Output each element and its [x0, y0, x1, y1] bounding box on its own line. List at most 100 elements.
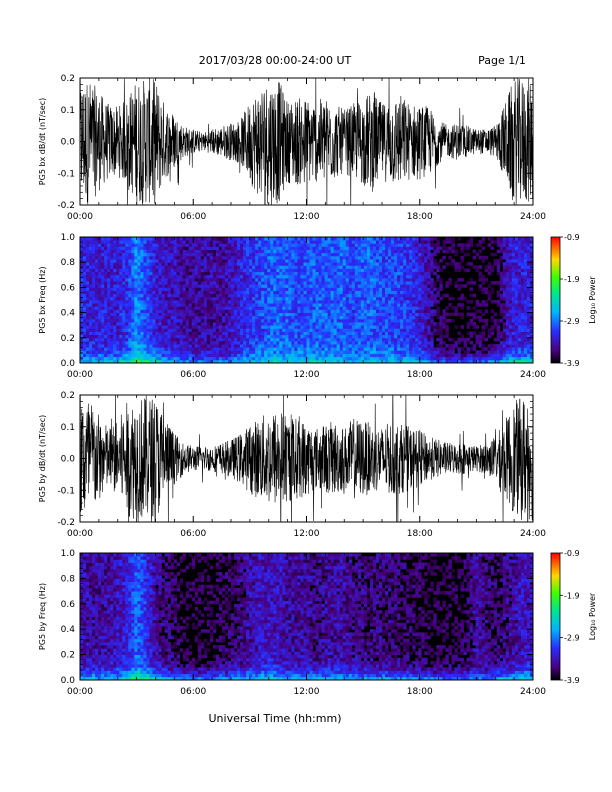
spectrogram-cell [167, 287, 171, 291]
spectrogram-cell [92, 347, 96, 351]
spectrogram-cell [240, 322, 244, 326]
spectrogram-cell [285, 334, 289, 339]
spectrogram-cell [231, 356, 235, 361]
spectrogram-cell [92, 277, 96, 282]
spectrogram-cell [110, 315, 114, 320]
spectrogram-cell [351, 287, 356, 291]
spectrogram-cell [249, 262, 253, 266]
spectrogram-cell [264, 290, 268, 295]
spectrogram-cell [249, 309, 253, 313]
spectrogram-cell [360, 303, 365, 307]
spectrogram-cell [397, 252, 401, 257]
spectrogram-cell [119, 287, 123, 291]
spectrogram-cell [439, 287, 443, 291]
spectrogram-cell [415, 259, 419, 263]
spectrogram-cell [288, 287, 292, 291]
spectrogram-cell [206, 284, 211, 288]
spectrogram-cell [143, 344, 147, 348]
spectrogram-cell [258, 300, 262, 304]
spectrogram-cell [382, 290, 386, 295]
spectrogram-cell [119, 350, 123, 354]
spectrogram-cell [176, 237, 181, 241]
spectrogram-cell [113, 284, 117, 288]
spectrogram-cell [98, 290, 102, 295]
spectrogram-cell [224, 268, 229, 273]
spectrogram-cell [197, 356, 202, 361]
spectrogram-cell [388, 350, 392, 354]
spectrogram-cell [424, 353, 428, 358]
spectrogram-cell [258, 350, 262, 354]
spectrogram-cell [288, 322, 292, 326]
spectrogram-cell [348, 243, 353, 247]
spectrogram-cell [200, 344, 205, 348]
spectrogram-cell [412, 344, 416, 348]
spectrogram-cell [194, 240, 199, 244]
x-tick-label: 18:00 [407, 212, 433, 222]
spectrogram-cell [212, 353, 217, 358]
spectrogram-cell [221, 284, 226, 288]
spectrogram-cell [354, 306, 359, 310]
spectrogram-cell [273, 306, 277, 310]
spectrogram-cell [312, 265, 316, 269]
spectrogram-cell [197, 293, 202, 298]
spectrogram-cell [288, 246, 292, 250]
spectrogram-cell [113, 268, 117, 273]
spectrogram-cell [110, 347, 114, 351]
spectrogram-cell [421, 246, 425, 250]
spectrogram-cell [279, 268, 283, 273]
spectrogram-cell [276, 340, 280, 345]
spectrogram-cell [134, 318, 138, 323]
spectrogram-cell [164, 347, 168, 351]
spectrogram-cell [261, 344, 265, 348]
spectrogram-cell [149, 318, 153, 323]
spectrogram-cell [415, 309, 419, 313]
spectrogram-cell [101, 249, 105, 254]
spectrogram-cell [363, 344, 368, 348]
spectrogram-cell [119, 293, 123, 298]
spectrogram-cell [457, 284, 461, 288]
spectrogram-cell [83, 315, 87, 320]
spectrogram-cell [424, 350, 428, 354]
spectrogram-cell [324, 293, 329, 298]
spectrogram-cell [321, 296, 326, 301]
spectrogram-cell [433, 259, 437, 263]
spectrogram-cell [385, 315, 389, 320]
waveform-trace [80, 78, 533, 205]
spectrogram-cell [360, 259, 365, 263]
spectrogram-cell [354, 334, 359, 339]
spectrogram-cell [421, 325, 425, 329]
spectrogram-cell [436, 277, 440, 282]
spectrogram-cell [191, 287, 196, 291]
spectrogram-cell [397, 281, 401, 285]
spectrogram-cell [388, 268, 392, 273]
spectrogram-cell [140, 281, 144, 285]
spectrogram-cell [161, 344, 165, 348]
spectrogram-cell [309, 306, 313, 310]
spectrogram-cell [95, 265, 99, 269]
spectrogram-cell [227, 347, 232, 351]
spectrogram-cell [354, 249, 359, 254]
spectrogram-cell [152, 255, 156, 260]
spectrogram-cell [255, 300, 259, 304]
spectrogram-cell [209, 306, 214, 310]
spectrogram-cell [372, 249, 377, 254]
spectrogram-cell [206, 334, 211, 339]
spectrogram-cell [433, 309, 437, 313]
spectrogram-cell [303, 290, 307, 295]
spectrogram-cell [357, 306, 362, 310]
spectrogram-cell [119, 328, 123, 332]
spectrogram-cell [249, 356, 253, 361]
spectrogram-cell [409, 344, 413, 348]
spectrogram-cell [451, 246, 455, 250]
spectrogram-cell [215, 306, 220, 310]
spectrogram-cell [300, 265, 304, 269]
spectrogram-cell [391, 284, 395, 288]
spectrogram-cell [330, 337, 335, 342]
spectrogram-cell [237, 240, 241, 244]
spectrogram-cell [382, 340, 386, 345]
spectrogram-cell [194, 265, 199, 269]
spectrogram-cell [357, 290, 362, 295]
spectrogram-cell [249, 252, 253, 257]
spectrogram-cell [372, 353, 377, 358]
spectrogram-cell [128, 262, 132, 266]
